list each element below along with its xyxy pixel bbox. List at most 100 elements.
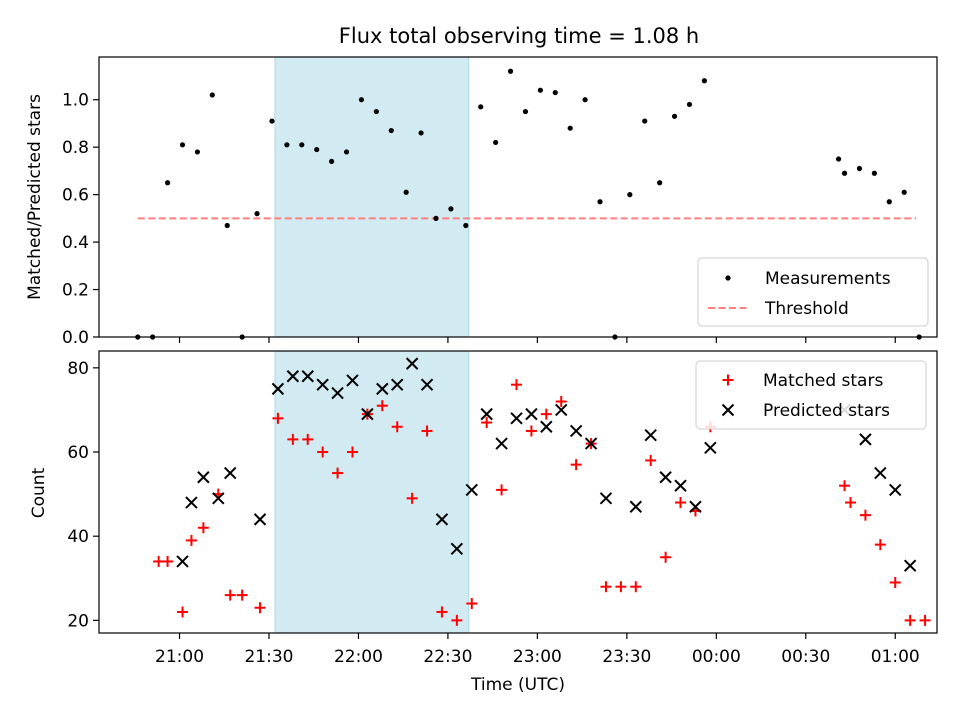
cross-b	[331, 386, 344, 400]
legend-measurements-label: Measurements	[765, 269, 891, 289]
matched-star-point	[236, 589, 248, 601]
predicted-star-point	[286, 370, 300, 383]
measurement-point	[343, 149, 350, 155]
predicted-star-point	[889, 483, 902, 497]
x-tick-label: 21:00	[155, 647, 204, 667]
cross-b	[212, 492, 225, 505]
cross-b	[435, 513, 449, 526]
matched-star-point	[162, 555, 174, 567]
cross-b	[316, 378, 329, 391]
cross-b	[629, 500, 643, 513]
measurement-point	[358, 97, 365, 103]
predicted-star-point	[316, 378, 329, 391]
matched-star-point	[287, 433, 299, 445]
measurement-points	[135, 68, 922, 340]
matched-star-point	[600, 581, 612, 593]
measurement-point	[403, 189, 409, 195]
predicted-star-point	[465, 483, 478, 497]
cross-b	[253, 513, 267, 526]
matched-star-point	[436, 606, 448, 618]
measurement-point	[507, 68, 514, 74]
predicted-star-point	[629, 500, 643, 513]
predicted-star-point	[224, 466, 237, 480]
x-tick-label: 01:00	[871, 647, 920, 667]
matched-star-point	[889, 576, 901, 588]
matched-star-point	[481, 417, 493, 429]
cross-b	[874, 466, 887, 480]
x-tick-label: 22:30	[423, 647, 472, 667]
matched-star-point	[615, 581, 627, 593]
predicted-star-point	[495, 437, 508, 450]
measurement-point	[597, 199, 603, 205]
matched-star-point	[645, 454, 657, 466]
measurement-point	[224, 222, 230, 229]
y-tick-label: 0.0	[62, 328, 89, 348]
measurement-point	[835, 156, 842, 162]
y-tick-label: 0.6	[62, 186, 89, 206]
measurement-point	[657, 180, 663, 186]
cross-b	[704, 441, 717, 455]
measurement-point	[522, 108, 529, 115]
legend-matched-marker	[722, 374, 734, 386]
cross-b	[540, 420, 553, 433]
predicted-star-point	[176, 555, 189, 568]
top-legend-box	[697, 257, 929, 327]
predicted-star-point	[391, 378, 404, 391]
cross-b	[889, 483, 902, 497]
predicted-star-point	[331, 386, 344, 400]
top-observing-shade	[274, 56, 470, 338]
legend-cross	[721, 403, 735, 417]
measurement-point	[627, 192, 633, 198]
measurement-point	[493, 139, 499, 146]
predicted-star-point	[874, 466, 887, 480]
cross-b	[376, 382, 389, 396]
cross-b	[659, 471, 672, 484]
top-panel: 0.0 0.2 0.4 0.6 0.8 1.0 Matched/Predicted sta…	[25, 56, 938, 348]
measurement-point	[194, 149, 201, 155]
cross-b	[271, 382, 285, 396]
measurement-point	[901, 189, 907, 195]
measurement-point	[179, 142, 186, 148]
top-legend: Measurements Threshold	[697, 257, 929, 327]
cross-b	[555, 403, 568, 417]
predicted-star-point	[197, 471, 210, 484]
predicted-star-point	[253, 513, 267, 526]
cross-b	[689, 500, 702, 513]
cross-b	[903, 559, 917, 572]
measurement-point	[886, 199, 892, 205]
predicted-star-point	[510, 412, 523, 425]
measurement-point	[269, 118, 275, 124]
measurement-point	[686, 101, 693, 108]
x-tick-label: 21:30	[244, 647, 293, 667]
legend-predicted-marker	[721, 403, 735, 417]
bottom-observing-shade	[274, 350, 470, 634]
matched-star-point	[376, 400, 388, 412]
cross-b	[420, 378, 434, 391]
cross-b	[510, 412, 523, 425]
matched-star-point	[302, 433, 314, 445]
matched-star-point	[332, 467, 344, 479]
cross-b	[405, 357, 419, 370]
predicted-star-point	[420, 378, 434, 391]
predicted-star-point	[644, 428, 657, 442]
predicted-star-point	[271, 382, 285, 396]
cross-b	[301, 370, 314, 383]
y-tick-label: 40	[67, 527, 89, 547]
bottom-axes-frame	[98, 350, 938, 634]
matched-star-point	[224, 589, 236, 601]
predicted-star-point	[903, 559, 917, 572]
predicted-star-point	[212, 492, 225, 505]
matched-star-point	[630, 581, 642, 593]
predicted-star-point	[569, 424, 583, 438]
cross-b	[224, 466, 237, 480]
predicted-star-point	[405, 357, 419, 370]
y-tick-label: 60	[67, 443, 89, 463]
cross-b	[599, 492, 613, 505]
cross-b	[346, 374, 359, 387]
matched-star-point	[904, 614, 916, 626]
legend-predicted-label: Predicted stars	[763, 401, 890, 421]
matched-star-point	[346, 446, 358, 458]
matched-star-point	[845, 497, 857, 509]
